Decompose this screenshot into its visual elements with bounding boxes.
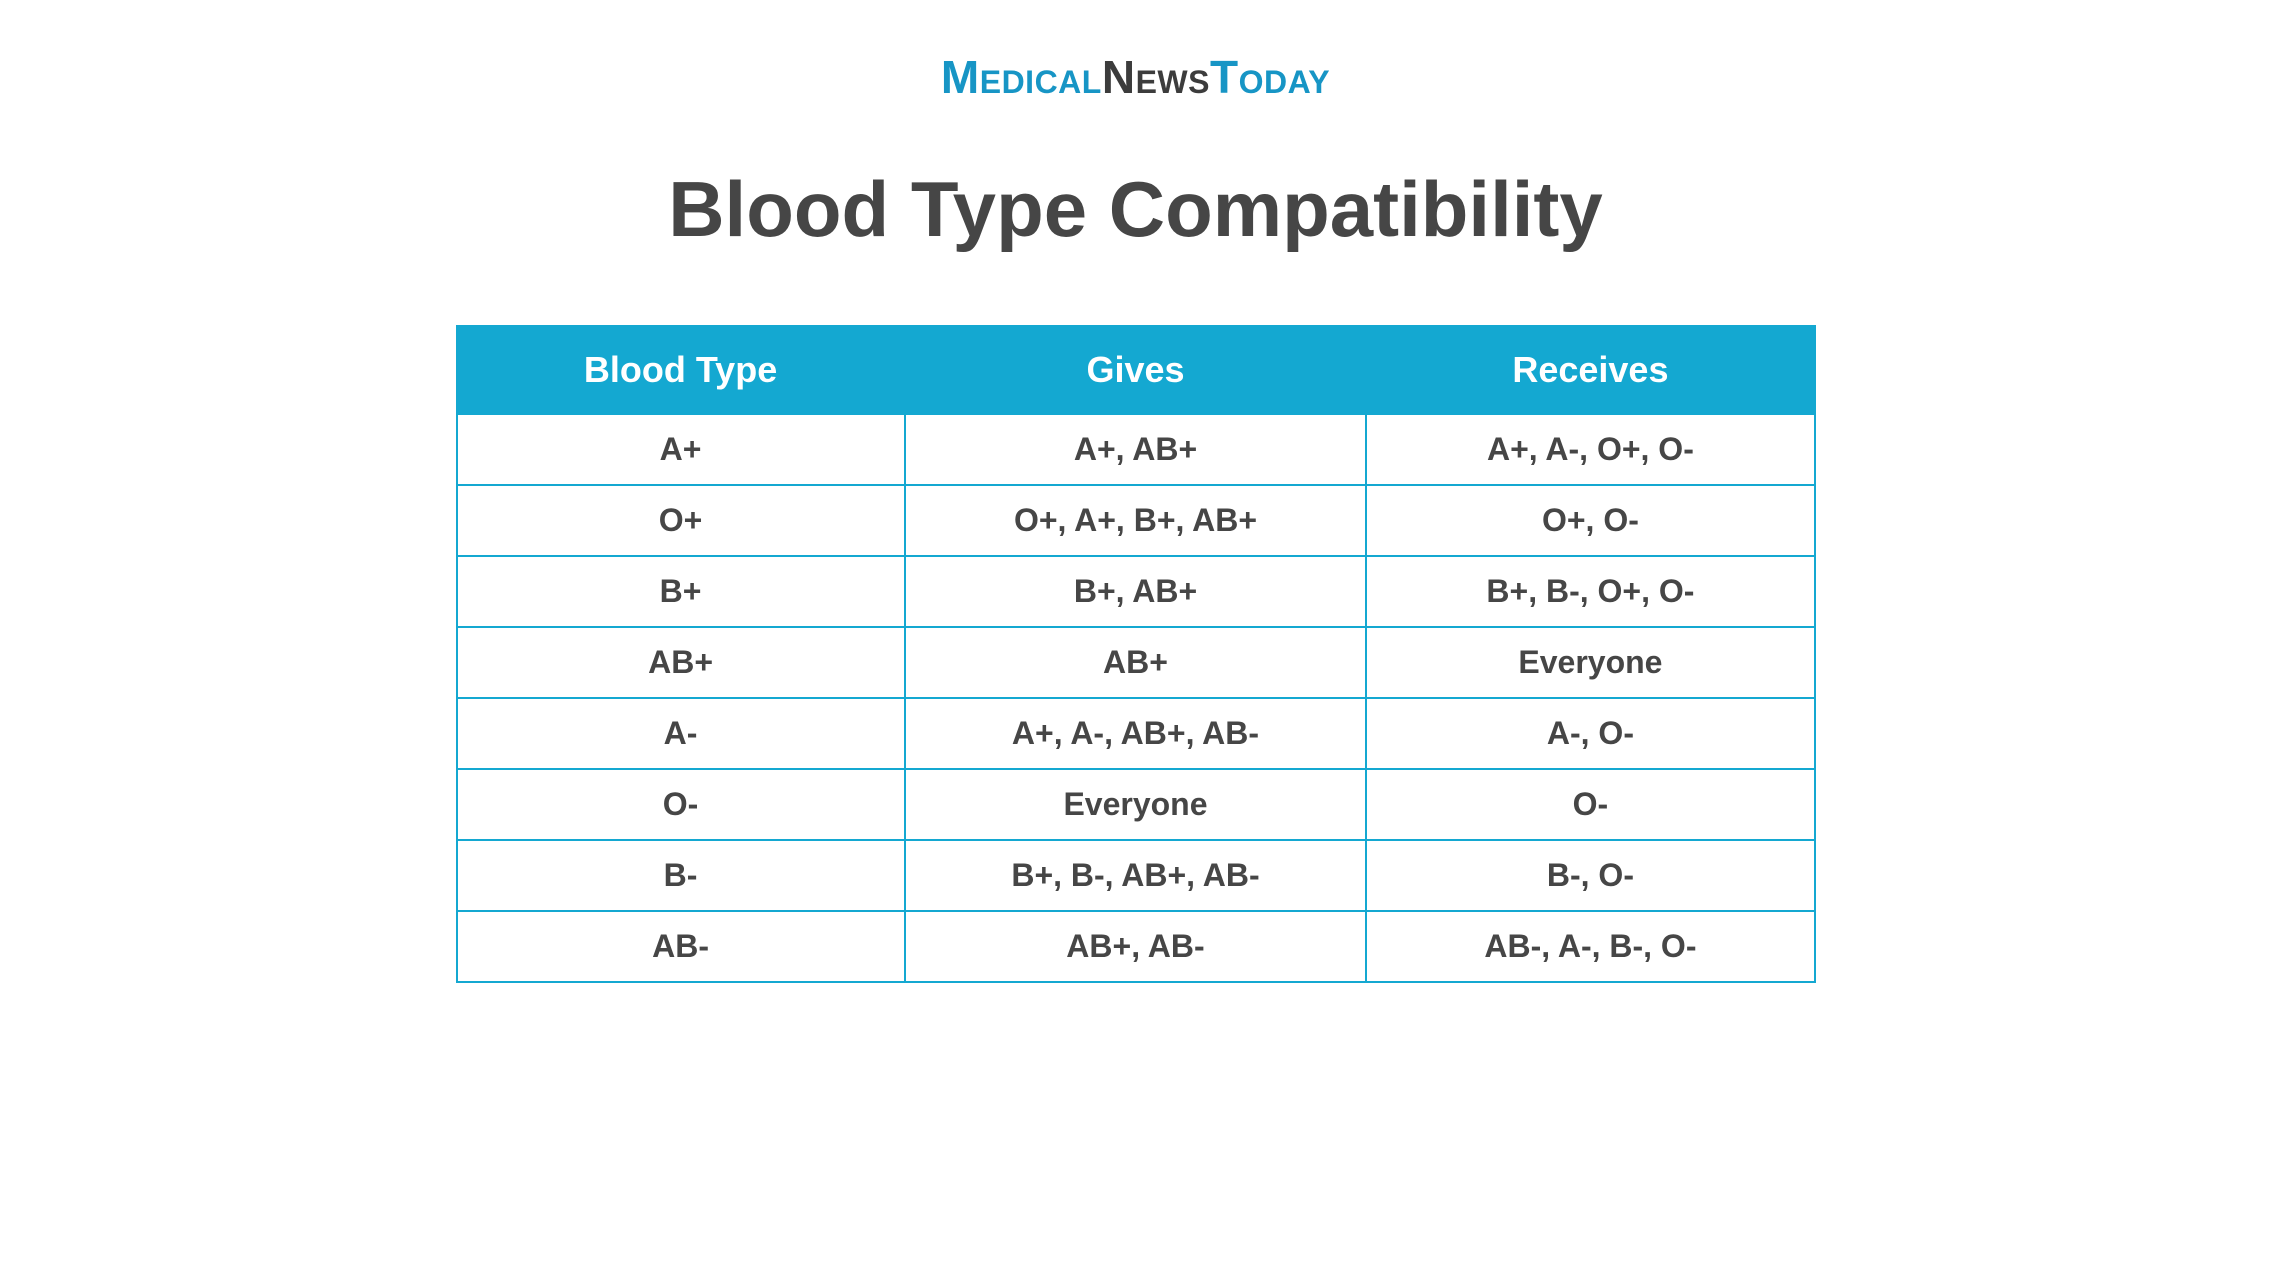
cell-gives: AB+ [905,627,1367,698]
cell-receives: B-, O- [1366,840,1814,911]
logo-part-today: Today [1210,51,1330,103]
table-row: AB-AB+, AB-AB-, A-, B-, O- [457,911,1815,982]
cell-receives: A-, O- [1366,698,1814,769]
table-container: Blood Type Gives Receives A+A+, AB+A+, A… [0,325,2271,983]
cell-receives: A+, A-, O+, O- [1366,414,1814,485]
cell-receives: B+, B-, O+, O- [1366,556,1814,627]
cell-blood-type: AB+ [457,627,905,698]
cell-blood-type: A- [457,698,905,769]
logo-part-medical: Medical [941,51,1102,103]
cell-receives: Everyone [1366,627,1814,698]
cell-blood-type: O- [457,769,905,840]
blood-type-table: Blood Type Gives Receives A+A+, AB+A+, A… [456,325,1816,983]
table-header-row: Blood Type Gives Receives [457,326,1815,414]
cell-receives: AB-, A-, B-, O- [1366,911,1814,982]
cell-gives: B+, B-, AB+, AB- [905,840,1367,911]
table-row: A+A+, AB+A+, A-, O+, O- [457,414,1815,485]
table-row: A-A+, A-, AB+, AB-A-, O- [457,698,1815,769]
cell-blood-type: B- [457,840,905,911]
table-row: B-B+, B-, AB+, AB-B-, O- [457,840,1815,911]
col-receives: Receives [1366,326,1814,414]
cell-blood-type: AB- [457,911,905,982]
logo-part-news: News [1102,51,1210,103]
table-row: AB+AB+Everyone [457,627,1815,698]
page-title: Blood Type Compatibility [0,164,2271,255]
cell-blood-type: B+ [457,556,905,627]
table-body: A+A+, AB+A+, A-, O+, O-O+O+, A+, B+, AB+… [457,414,1815,982]
site-logo: MedicalNewsToday [0,50,2271,104]
cell-gives: B+, AB+ [905,556,1367,627]
cell-gives: O+, A+, B+, AB+ [905,485,1367,556]
table-row: O+O+, A+, B+, AB+O+, O- [457,485,1815,556]
cell-gives: A+, A-, AB+, AB- [905,698,1367,769]
cell-gives: Everyone [905,769,1367,840]
page: MedicalNewsToday Blood Type Compatibilit… [0,0,2271,1277]
cell-gives: A+, AB+ [905,414,1367,485]
cell-receives: O+, O- [1366,485,1814,556]
col-gives: Gives [905,326,1367,414]
cell-blood-type: A+ [457,414,905,485]
cell-gives: AB+, AB- [905,911,1367,982]
cell-receives: O- [1366,769,1814,840]
table-row: B+B+, AB+B+, B-, O+, O- [457,556,1815,627]
col-blood-type: Blood Type [457,326,905,414]
table-row: O-EveryoneO- [457,769,1815,840]
cell-blood-type: O+ [457,485,905,556]
